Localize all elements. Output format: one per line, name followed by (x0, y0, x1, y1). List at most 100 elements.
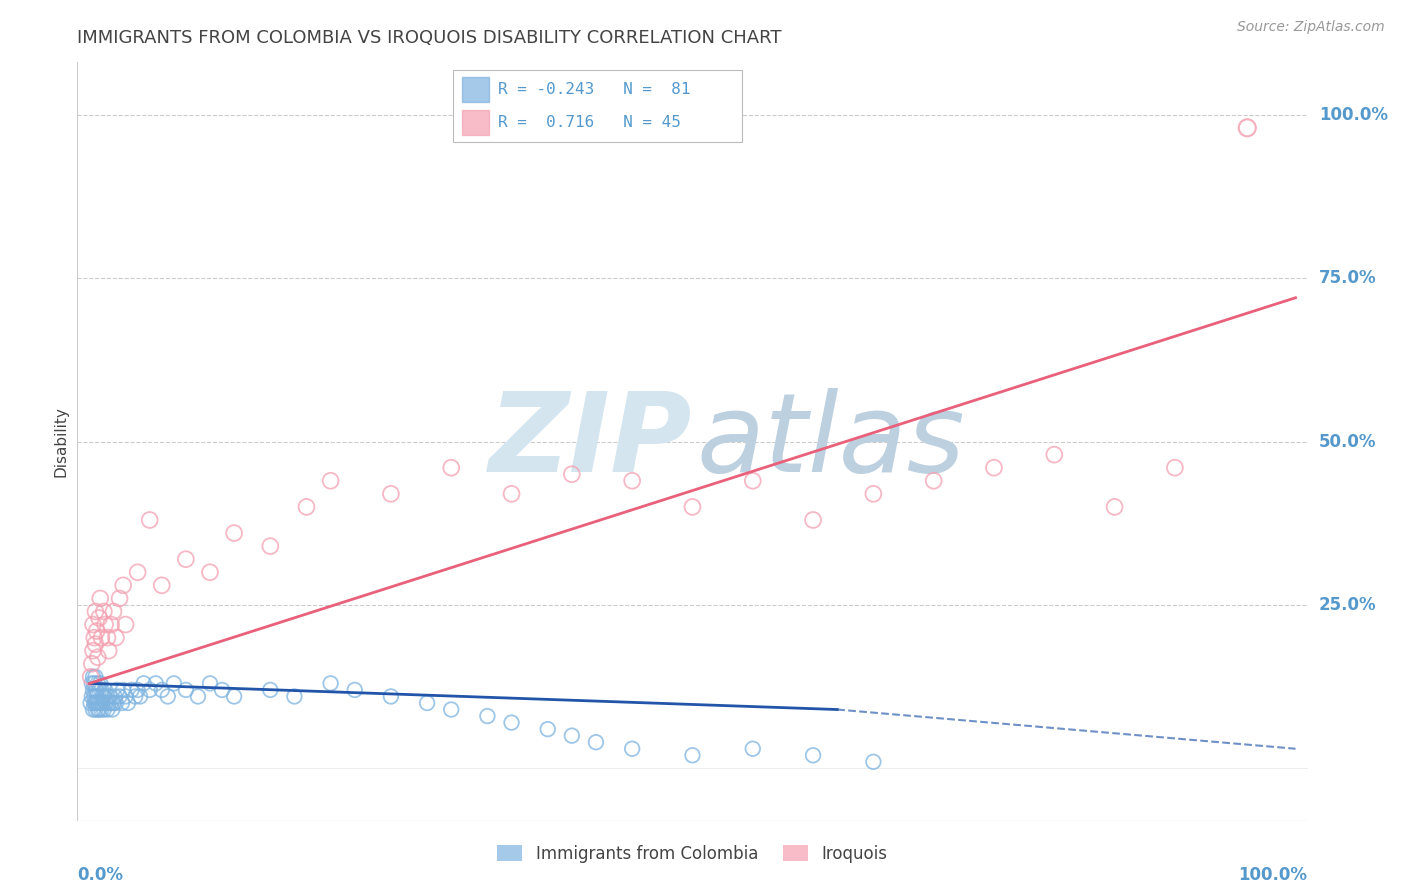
Bar (463, 78, 489, 102)
Point (1164, 460, 1187, 475)
Point (104, 631, 127, 645)
Point (100, 617, 122, 632)
Text: 50.0%: 50.0% (1319, 433, 1376, 450)
Point (1104, 500, 1126, 514)
Point (114, 617, 136, 632)
Text: IMMIGRANTS FROM COLOMBIA VS IROQUOIS DISABILITY CORRELATION CHART: IMMIGRANTS FROM COLOMBIA VS IROQUOIS DIS… (77, 29, 782, 47)
Point (343, 682, 366, 697)
Point (82, 643, 104, 657)
Point (104, 690, 127, 704)
Text: 25.0%: 25.0% (1319, 596, 1376, 614)
Point (112, 578, 135, 592)
Point (96, 690, 118, 704)
Point (983, 460, 1005, 475)
Point (198, 676, 221, 690)
Point (89, 696, 111, 710)
Point (150, 682, 173, 697)
Point (93, 702, 115, 716)
Point (90, 631, 112, 645)
Point (87, 676, 110, 690)
Point (93, 690, 115, 704)
FancyBboxPatch shape (453, 70, 742, 142)
Point (79, 696, 101, 710)
Point (295, 500, 318, 514)
Point (156, 690, 179, 704)
Point (117, 696, 139, 710)
Point (1043, 448, 1066, 462)
Point (82, 617, 104, 632)
Point (112, 682, 135, 697)
Point (127, 682, 149, 697)
Point (96, 631, 118, 645)
Point (561, 467, 583, 482)
Point (105, 682, 128, 697)
Point (801, 513, 824, 527)
Point (1236, 120, 1258, 135)
Point (86, 690, 108, 704)
Point (96, 702, 118, 716)
Point (501, 487, 523, 501)
Point (97, 696, 120, 710)
Point (440, 702, 463, 716)
Point (86, 682, 108, 697)
Text: R =  0.716   N = 45: R = 0.716 N = 45 (498, 115, 681, 130)
Text: 100.0%: 100.0% (1319, 106, 1388, 124)
Point (87, 682, 110, 697)
Point (96, 696, 118, 710)
Point (121, 682, 143, 697)
Point (108, 690, 131, 704)
Point (84, 605, 107, 619)
Text: 75.0%: 75.0% (1319, 269, 1376, 287)
Point (211, 682, 233, 697)
Point (198, 566, 221, 580)
Text: 100.0%: 100.0% (1239, 866, 1308, 884)
Point (84, 682, 107, 697)
Point (108, 591, 131, 606)
Point (103, 605, 125, 619)
Point (380, 487, 402, 501)
Point (80, 690, 103, 704)
Point (682, 748, 704, 763)
Point (477, 709, 499, 723)
Point (80, 657, 103, 671)
Y-axis label: Disability: Disability (53, 406, 69, 477)
Point (741, 741, 763, 756)
Point (922, 474, 945, 488)
Point (90, 696, 112, 710)
Point (380, 690, 402, 704)
Point (174, 682, 197, 697)
Point (138, 513, 160, 527)
Point (84, 670, 107, 684)
Point (114, 690, 136, 704)
Point (101, 702, 124, 716)
Point (97, 643, 120, 657)
Point (89, 591, 111, 606)
Point (94, 617, 117, 632)
Point (83, 690, 105, 704)
Bar (463, 111, 489, 135)
Point (319, 676, 342, 690)
Point (90, 682, 112, 697)
Point (621, 474, 644, 488)
Point (741, 474, 763, 488)
Point (87, 702, 110, 716)
Point (87, 611, 110, 625)
Point (416, 696, 439, 710)
Point (89, 676, 111, 690)
Point (150, 578, 173, 592)
Point (682, 500, 704, 514)
Point (585, 735, 607, 749)
Point (174, 552, 197, 566)
Point (862, 755, 884, 769)
Point (82, 670, 104, 684)
Point (90, 702, 112, 716)
Point (132, 676, 155, 690)
Point (87, 650, 110, 665)
Point (862, 487, 884, 501)
Point (129, 690, 152, 704)
Point (80, 676, 103, 690)
Text: R = -0.243   N =  81: R = -0.243 N = 81 (498, 82, 690, 97)
Legend: Immigrants from Colombia, Iroquois: Immigrants from Colombia, Iroquois (491, 838, 894, 869)
Point (537, 722, 560, 736)
Point (224, 690, 246, 704)
